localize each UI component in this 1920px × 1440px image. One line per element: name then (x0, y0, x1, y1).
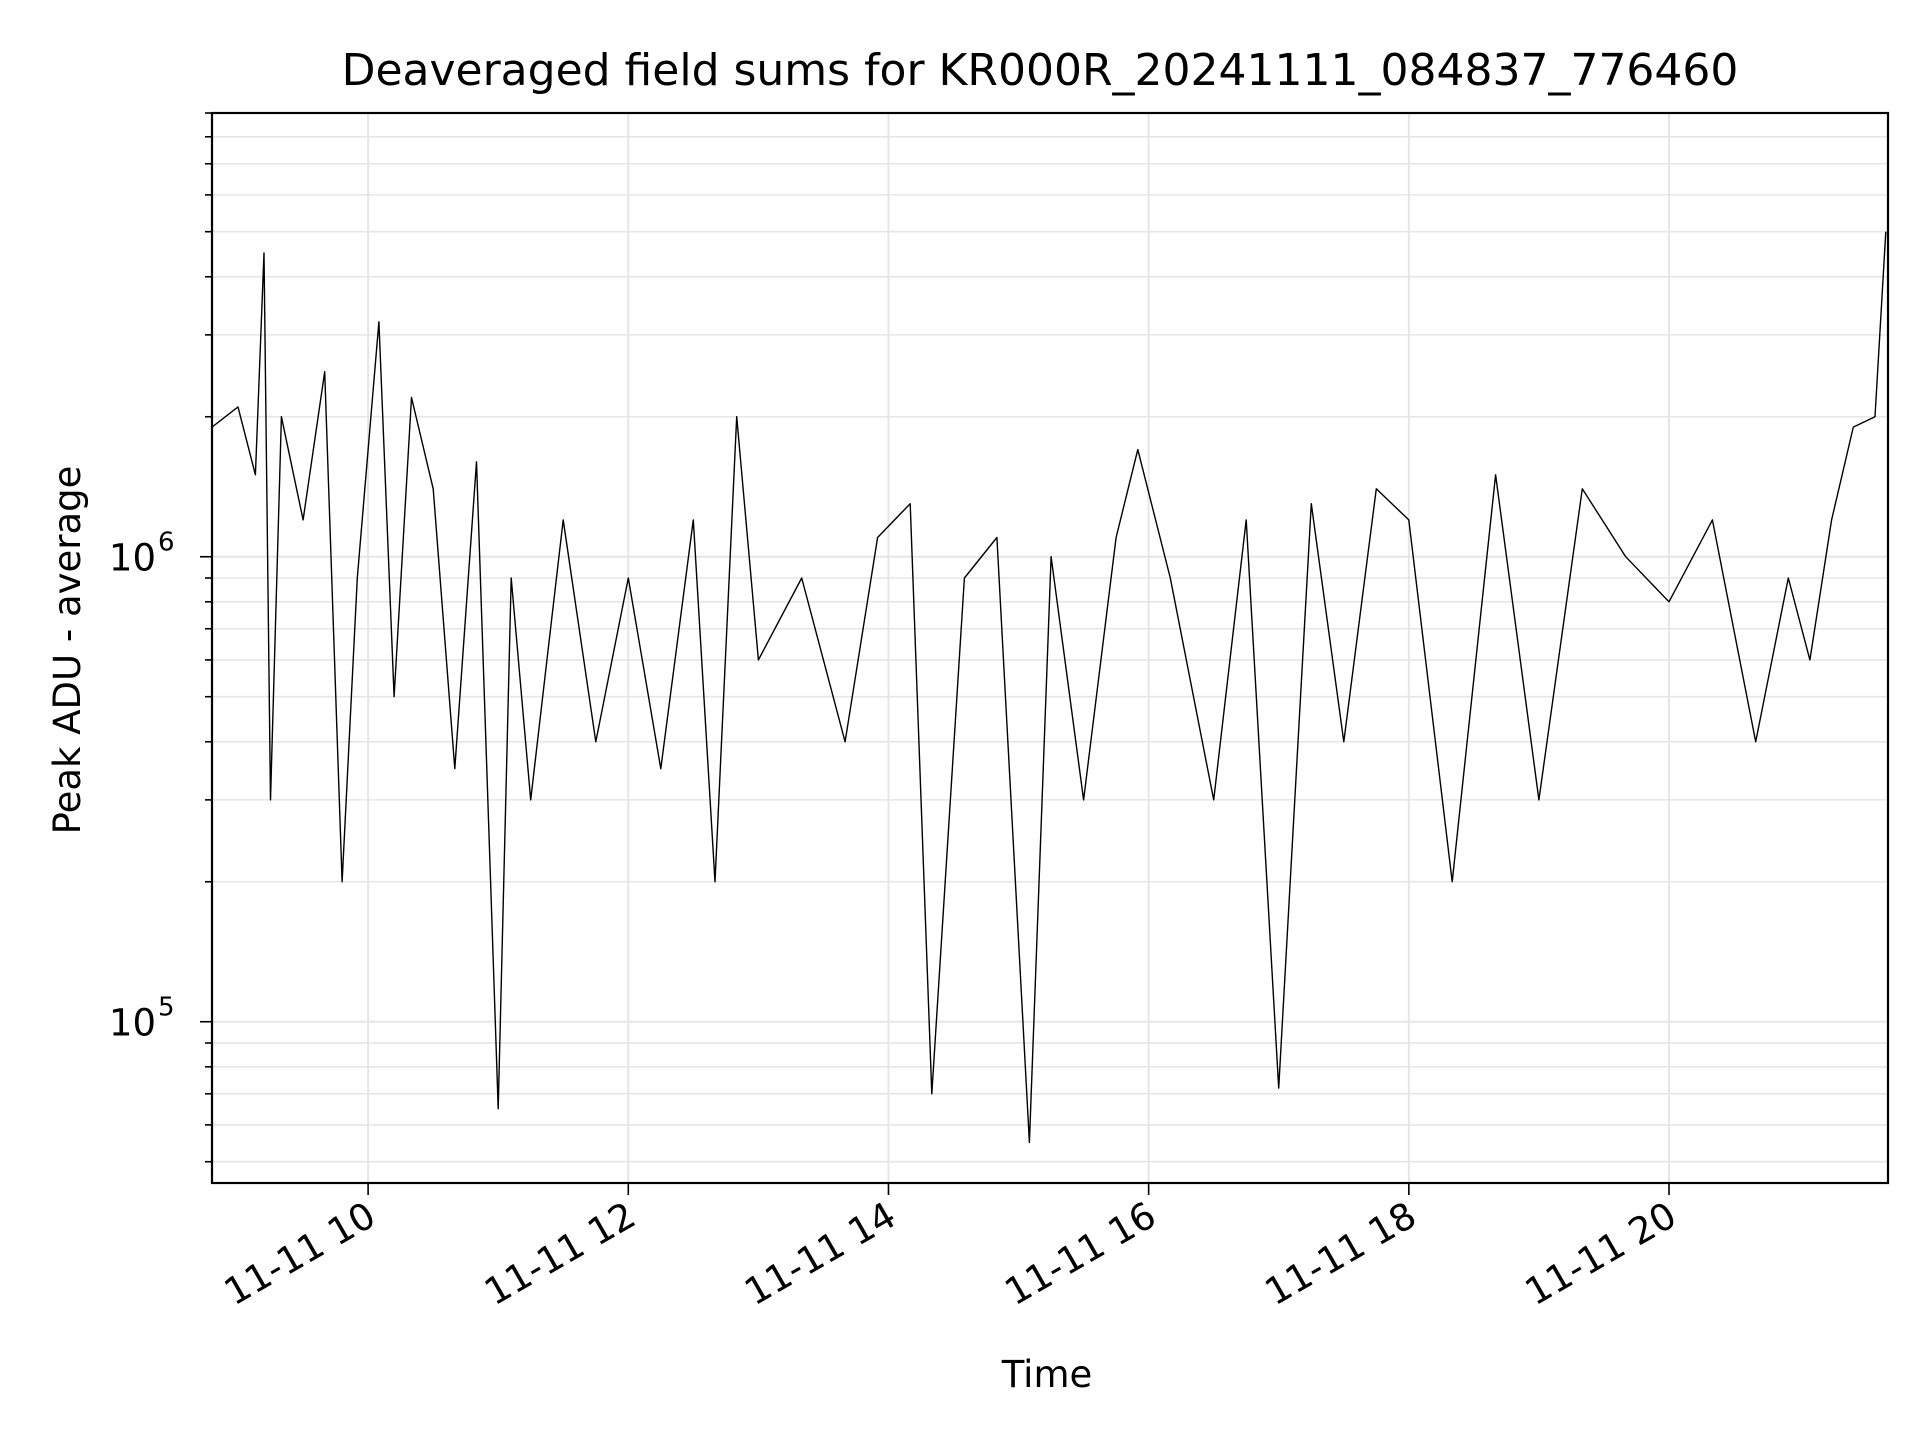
x-axis-label: Time (1001, 1353, 1093, 1396)
y-tick-label: 10 (109, 537, 156, 580)
y-tick-label-exponent: 5 (158, 993, 175, 1023)
y-axis-label: Peak ADU - average (46, 466, 89, 835)
y-tick-label-exponent: 6 (158, 528, 175, 558)
plot-area: 11-11 10 11-11 12 11-11 14 11-11 16 11-11 18… (109, 111, 1890, 1314)
axes-frame (210, 111, 1890, 1185)
y-tick-label: 10 (109, 1002, 156, 1045)
series-line (212, 231, 1887, 1144)
chart-title: Deaveraged field sums for KR000R_2024111… (342, 45, 1739, 96)
